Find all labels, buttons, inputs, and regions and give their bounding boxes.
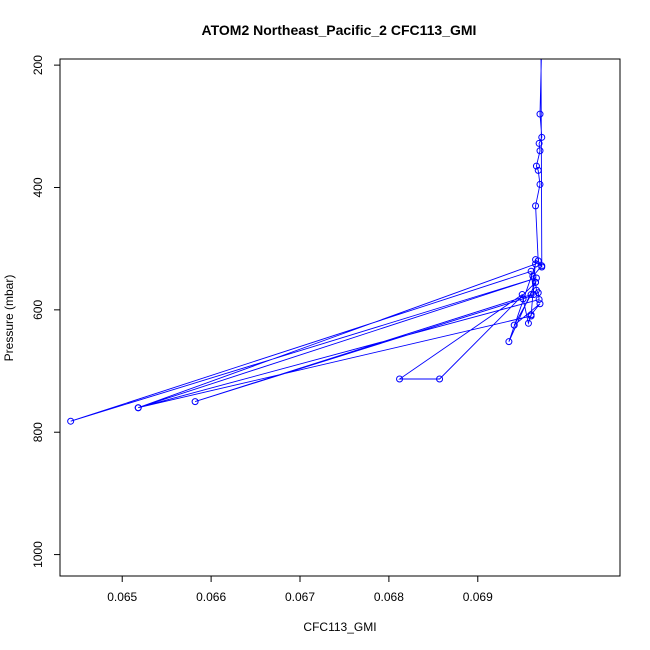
plot-frame xyxy=(59,58,621,577)
data-point xyxy=(519,295,527,303)
data-point xyxy=(532,256,540,264)
data-point xyxy=(535,295,543,303)
data-point xyxy=(436,375,444,383)
data-point xyxy=(534,289,542,297)
series-line xyxy=(70,59,543,422)
data-point xyxy=(538,263,546,271)
data-point xyxy=(538,25,544,31)
y-tick-label: 1000 xyxy=(31,541,45,568)
series-layer xyxy=(67,25,546,425)
x-tick-label: 0.065 xyxy=(107,590,137,604)
data-point xyxy=(530,291,538,299)
data-point xyxy=(524,319,532,327)
x-tick-label: 0.068 xyxy=(374,590,404,604)
data-point xyxy=(536,180,544,188)
data-point xyxy=(510,321,518,329)
data-point xyxy=(532,162,540,170)
data-point xyxy=(527,312,535,320)
chart-title: ATOM2 Northeast_Pacific_2 CFC113_GMI xyxy=(202,22,477,38)
data-point xyxy=(527,267,535,275)
data-point xyxy=(518,291,526,299)
x-tick-label: 0.066 xyxy=(196,590,226,604)
data-point xyxy=(532,274,540,282)
y-tick-label: 200 xyxy=(31,55,45,75)
y-axis-label: Pressure (mbar) xyxy=(2,275,16,362)
y-tick-label: 400 xyxy=(31,177,45,197)
data-point xyxy=(534,166,542,174)
x-tick-label: 0.067 xyxy=(285,590,315,604)
data-point xyxy=(539,38,545,44)
data-point xyxy=(532,260,540,268)
data-point xyxy=(505,338,513,346)
data-point xyxy=(527,291,535,299)
x-axis-label: CFC113_GMI xyxy=(303,620,376,634)
y-tick-label: 800 xyxy=(31,422,45,442)
data-point xyxy=(536,110,544,118)
x-axis: 0.065 0.066 0.067 0.068 0.069 xyxy=(107,576,493,604)
data-point xyxy=(536,147,544,155)
data-point xyxy=(191,398,199,406)
x-tick-label: 0.069 xyxy=(463,590,493,604)
data-point xyxy=(396,375,404,383)
y-axis: 200 400 600 800 1000 xyxy=(31,55,60,568)
y-tick-label: 600 xyxy=(31,300,45,320)
data-point xyxy=(532,202,540,210)
data-point xyxy=(529,272,537,280)
data-point xyxy=(532,278,540,286)
data-point xyxy=(535,139,543,147)
data-point xyxy=(536,300,544,308)
data-point xyxy=(134,404,142,412)
data-point xyxy=(538,133,546,141)
data-point xyxy=(67,417,75,425)
